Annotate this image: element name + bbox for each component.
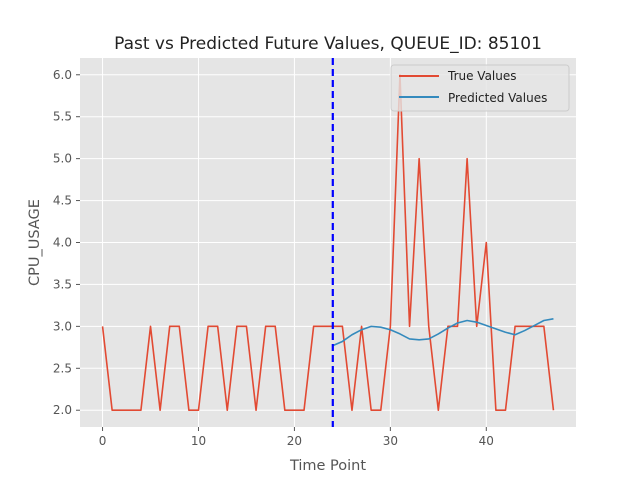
series-lines xyxy=(101,58,555,427)
y-tick-label: 2.0 xyxy=(53,403,72,417)
y-tick-label: 2.5 xyxy=(53,361,72,375)
y-axis-title: CPU_USAGE xyxy=(27,199,43,286)
y-tick-label: 5.0 xyxy=(53,152,72,166)
y-tick-label: 4.0 xyxy=(53,236,72,250)
x-tick-label: 40 xyxy=(479,434,494,448)
y-tick-label: 5.5 xyxy=(53,110,72,124)
y-tick-label: 3.5 xyxy=(53,277,72,291)
series-line-true-values xyxy=(101,73,555,412)
chart-title: Past vs Predicted Future Values, QUEUE_I… xyxy=(114,34,542,54)
axes: 0 10 20 30 40 2.0 2.5 3.0 3.5 4.0 4.5 5.0 5.5 6.0 xyxy=(53,68,494,448)
series-line-predicted-values xyxy=(332,318,554,347)
grid-lines xyxy=(80,58,576,427)
x-tick-label: 10 xyxy=(191,434,206,448)
legend-label-true-values: True Values xyxy=(447,69,517,83)
y-tick-label: 6.0 xyxy=(53,68,72,82)
y-tick-label: 3.0 xyxy=(53,319,72,333)
x-tick-label: 0 xyxy=(99,434,107,448)
y-tick-label: 4.5 xyxy=(53,194,72,208)
x-tick-label: 30 xyxy=(383,434,398,448)
x-tick-label: 20 xyxy=(287,434,302,448)
x-axis-title: Time Point xyxy=(289,458,366,474)
legend: True Values Predicted Values xyxy=(390,64,570,112)
legend-label-predicted-values: Predicted Values xyxy=(448,91,547,105)
